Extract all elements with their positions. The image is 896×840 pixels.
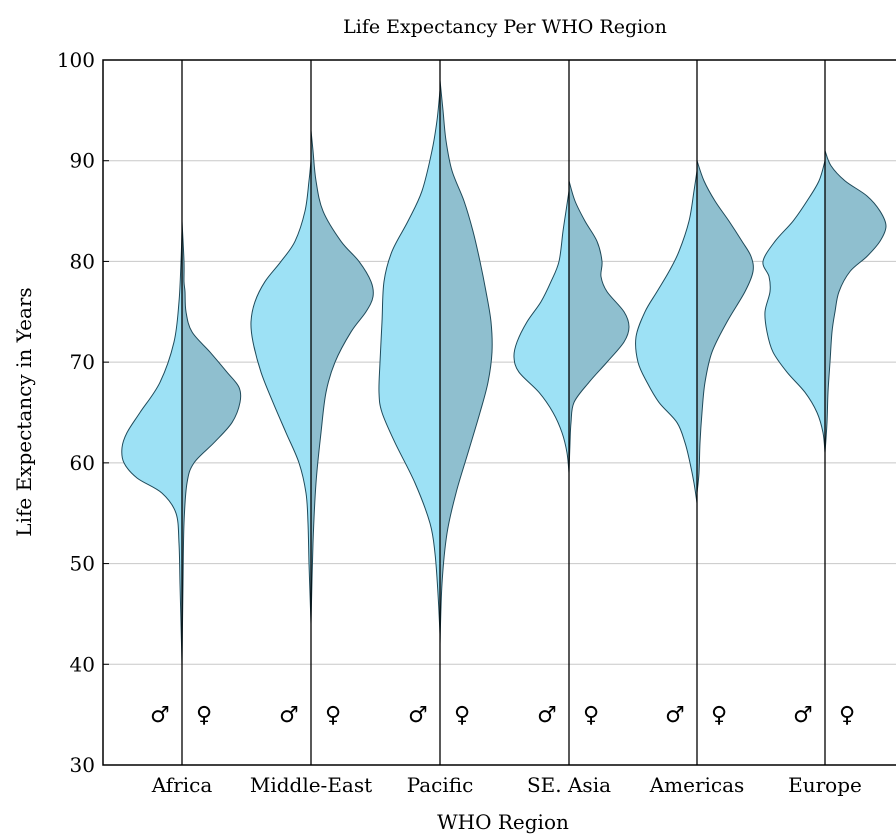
female-symbol: ♀ — [583, 703, 599, 728]
violin-male-americas — [635, 170, 698, 504]
x-axis-ticks: Africa Middle-East Pacific SE. Asia Americas… — [151, 773, 862, 797]
plot-frame — [102, 59, 896, 766]
x-tick-label: Europe — [788, 773, 862, 797]
violin-female-pacific — [439, 80, 493, 645]
female-symbol: ♀ — [839, 703, 855, 728]
violin-male-europe — [762, 160, 826, 453]
x-tick-label: Africa — [151, 773, 213, 797]
y-tick-label: 70 — [70, 350, 95, 374]
male-symbol: ♂ — [793, 703, 813, 728]
y-axis-ticks: 30 40 50 60 70 80 90 100 — [57, 48, 109, 777]
x-tick-label: Middle-East — [250, 773, 372, 797]
violin-male-africa — [121, 231, 183, 665]
female-symbol: ♀ — [711, 703, 727, 728]
female-symbol: ♀ — [454, 703, 470, 728]
violin-female-europe — [824, 150, 887, 453]
y-axis-label: Life Expectancy in Years — [12, 287, 36, 536]
region-dividers — [181, 60, 826, 765]
violin-male-se-asia — [513, 190, 570, 473]
violin-female-se-asia — [568, 180, 630, 473]
male-symbol: ♂ — [408, 703, 428, 728]
grid-lines — [103, 160, 896, 665]
male-symbol: ♂ — [537, 703, 557, 728]
y-tick-label: 50 — [70, 552, 95, 576]
y-tick-label: 30 — [70, 753, 95, 777]
violin-female-americas — [696, 160, 754, 494]
violin-female-middle-east — [310, 130, 374, 625]
y-tick-label: 100 — [57, 48, 95, 72]
violin-male-middle-east — [250, 160, 312, 625]
x-axis-label: WHO Region — [437, 810, 569, 834]
y-tick-label: 60 — [70, 451, 95, 475]
violin-group — [121, 80, 887, 665]
x-tick-label: Pacific — [407, 773, 474, 797]
female-symbol: ♀ — [196, 703, 212, 728]
y-tick-label: 40 — [70, 652, 95, 676]
male-symbol: ♂ — [665, 703, 685, 728]
female-symbol: ♀ — [325, 703, 341, 728]
chart-title: Life Expectancy Per WHO Region — [343, 16, 667, 38]
x-tick-label: SE. Asia — [527, 773, 611, 797]
male-symbol: ♂ — [279, 703, 299, 728]
y-tick-label: 90 — [70, 149, 95, 173]
sex-symbols: ♂ ♀ ♂ ♀ ♂ ♀ ♂ ♀ ♂ ♀ ♂ ♀ — [150, 703, 855, 728]
x-tick-label: Americas — [649, 773, 745, 797]
male-symbol: ♂ — [150, 703, 170, 728]
violin-female-africa — [181, 221, 242, 665]
y-tick-label: 80 — [70, 249, 95, 273]
violin-male-pacific — [378, 90, 441, 635]
